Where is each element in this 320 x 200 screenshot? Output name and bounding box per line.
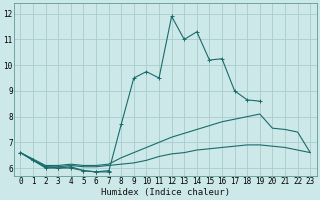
X-axis label: Humidex (Indice chaleur): Humidex (Indice chaleur) [101,188,230,197]
